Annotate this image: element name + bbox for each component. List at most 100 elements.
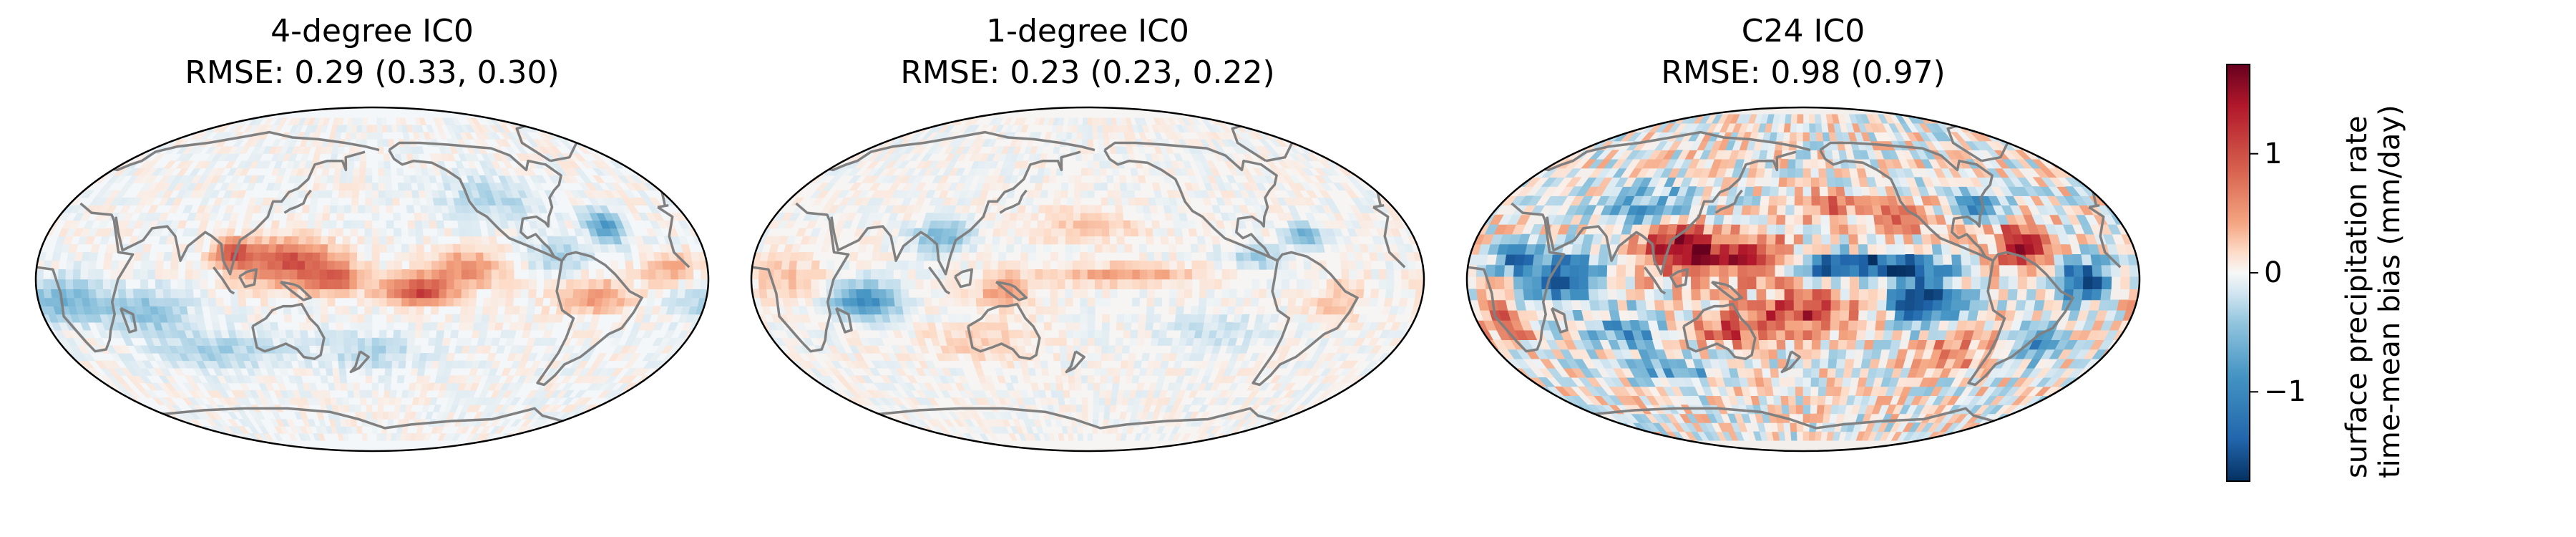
- bias-cell: [318, 360, 326, 369]
- bias-cell: [1093, 360, 1102, 369]
- bias-cell: [351, 205, 359, 213]
- bias-cell: [1043, 236, 1052, 245]
- bias-cell: [1006, 314, 1015, 323]
- bias-cell: [398, 190, 406, 198]
- bias-cell: [1199, 279, 1208, 290]
- bias-cell: [886, 297, 896, 306]
- bias-cell: [1058, 297, 1066, 306]
- bias-cell: [599, 146, 615, 154]
- bias-cell: [364, 228, 373, 237]
- bias-cell: [104, 252, 114, 261]
- bias-cell: [990, 297, 1000, 306]
- bias-cell: [350, 132, 357, 140]
- bias-cell: [349, 260, 358, 270]
- bias-cell: [1058, 433, 1065, 441]
- bias-cell: [1214, 260, 1223, 270]
- bias-cell: [353, 390, 361, 398]
- bias-cell: [253, 252, 262, 261]
- bias-cell: [969, 243, 978, 253]
- bias-cell: [446, 289, 455, 299]
- bias-cell: [1060, 352, 1068, 362]
- bias-cell: [385, 190, 393, 198]
- bias-cell: [298, 228, 308, 237]
- bias-cell: [932, 314, 942, 323]
- bias-cell: [260, 297, 269, 306]
- bias-cell: [1131, 228, 1139, 237]
- bias-cell: [586, 297, 596, 306]
- bias-cell: [414, 220, 423, 229]
- bias-cell: [968, 297, 977, 306]
- bias-cell: [385, 352, 394, 362]
- bias-cell: [454, 269, 462, 280]
- bias-cell: [1004, 412, 1013, 420]
- bias-cell: [312, 367, 321, 376]
- bias-cell: [259, 269, 268, 280]
- bias-cell: [1023, 213, 1032, 221]
- bias-cell: [791, 243, 801, 253]
- bias-cell: [510, 419, 522, 427]
- bias-cell: [610, 367, 625, 376]
- bias-cell: [1028, 236, 1038, 245]
- bias-cell: [416, 297, 425, 306]
- bias-cell: [204, 433, 218, 441]
- bias-cell: [73, 289, 82, 299]
- bias-cell: [1190, 306, 1199, 315]
- bias-cell: [527, 433, 540, 441]
- bias-cell: [371, 213, 380, 221]
- bias-cell: [506, 269, 514, 280]
- bias-cell: [285, 329, 294, 339]
- bias-cell: [497, 297, 507, 306]
- bias-cell: [1100, 367, 1108, 376]
- bias-cell: [1021, 228, 1030, 237]
- bias-cell: [313, 236, 322, 245]
- bias-cell: [893, 279, 902, 290]
- bias-cell: [952, 260, 962, 270]
- bias-cell: [1050, 314, 1059, 323]
- bias-cell: [1035, 297, 1044, 306]
- bias-cell: [338, 360, 346, 369]
- bias-cell: [1259, 382, 1271, 391]
- bias-cell: [1139, 252, 1148, 261]
- bias-cell: [83, 220, 95, 229]
- bias-cell: [526, 306, 536, 315]
- bias-cell: [381, 433, 387, 441]
- bias-cell: [1415, 269, 1424, 280]
- bias-cell: [578, 125, 594, 132]
- bias-cell: [361, 125, 368, 132]
- bias-cell: [155, 269, 164, 280]
- bias-cell: [1188, 321, 1198, 331]
- bias-cell: [177, 220, 187, 229]
- bias-cell: [592, 419, 608, 427]
- bias-map: [750, 106, 1425, 453]
- bias-cell: [1138, 175, 1146, 183]
- bias-cell: [1013, 236, 1023, 245]
- bias-cell: [1146, 252, 1155, 261]
- bias-cell: [1115, 345, 1123, 354]
- bias-cell: [431, 260, 440, 270]
- bias-cell: [379, 345, 386, 354]
- bias-cell: [1030, 382, 1039, 391]
- bias-cell: [1326, 367, 1340, 376]
- bias-cell: [1030, 213, 1039, 221]
- bias-cell: [1265, 220, 1276, 229]
- bias-cell: [409, 279, 418, 290]
- bias-cell: [401, 306, 410, 315]
- bias-cell: [640, 269, 649, 280]
- bias-cell: [848, 279, 857, 290]
- bias-cell: [404, 183, 412, 191]
- bias-cell: [127, 412, 143, 420]
- bias-cell: [1044, 213, 1053, 221]
- bias-cell: [95, 269, 104, 280]
- bias-map: [34, 106, 710, 453]
- bias-cell: [595, 352, 608, 362]
- bias-cell: [1087, 314, 1096, 323]
- bias-cell: [1095, 260, 1103, 270]
- bias-cell: [342, 433, 349, 441]
- bias-cell: [573, 279, 582, 290]
- bias-cell: [431, 269, 440, 280]
- bias-cell: [1057, 260, 1066, 270]
- bias-cell: [351, 183, 360, 191]
- bias-cell: [975, 289, 984, 299]
- bias-cell: [1098, 397, 1106, 405]
- bias-cell: [124, 146, 140, 154]
